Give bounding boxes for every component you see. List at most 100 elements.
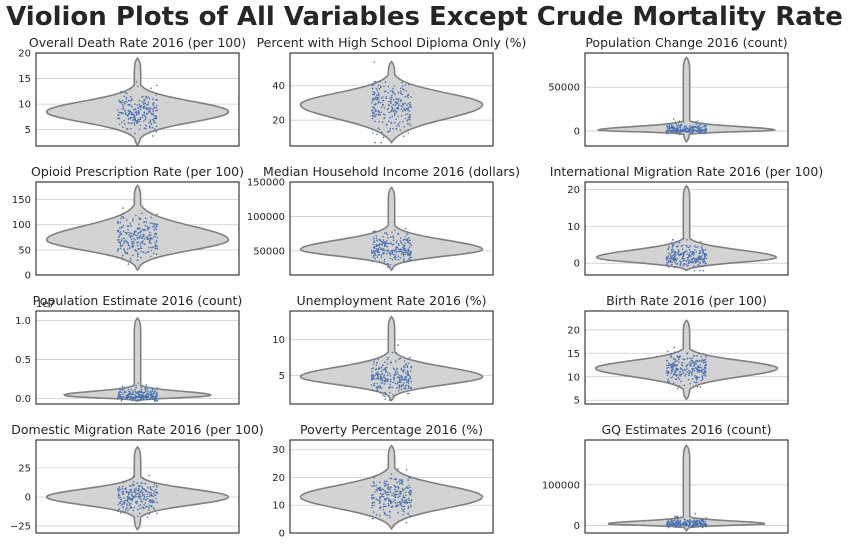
data-point [694,245,696,247]
data-point [132,509,135,512]
data-point [701,372,703,374]
y-tick-label: 0.5 [15,355,31,366]
data-point [395,373,398,376]
data-point [397,100,399,102]
data-point [383,113,386,116]
data-point [395,242,398,244]
data-point [126,394,129,397]
data-point [117,396,119,398]
data-point [668,126,671,129]
data-point [398,377,401,379]
data-point [156,236,158,239]
data-point [671,522,674,525]
data-point [701,359,704,362]
data-point [381,243,384,246]
data-point [676,524,679,527]
data-point [145,112,148,115]
axes-frame [289,310,494,405]
data-point [372,481,375,483]
data-point [134,234,137,236]
data-point [125,98,128,100]
data-point [121,102,123,104]
data-point [689,125,691,127]
data-point [138,398,141,401]
data-point [140,237,143,239]
data-point [692,361,694,364]
data-point [666,371,669,373]
data-point [405,502,407,504]
data-point [377,93,380,96]
violin-body [45,184,230,272]
data-point [392,127,394,130]
data-point [136,234,139,236]
data-point [388,489,390,491]
data-point [155,233,158,235]
data-point [153,106,155,109]
data-point [377,253,380,256]
data-point [410,489,412,492]
data-point [406,104,408,106]
data-point [139,495,142,498]
data-point [128,493,130,496]
data-point [678,131,681,133]
data-point [149,398,151,400]
data-point [694,375,696,377]
data-point [124,239,127,241]
data-point [149,231,151,234]
data-point [140,498,142,501]
data-point [703,264,706,267]
data-point [116,250,119,252]
data-point [698,371,700,374]
data-point [142,102,145,104]
data-point [689,519,691,522]
data-point [684,520,686,523]
data-point [673,126,676,129]
data-point [127,244,130,247]
data-point [410,366,412,369]
data-point [399,121,401,124]
data-point [384,395,386,398]
data-point [401,93,404,96]
data-point [146,497,149,500]
data-point [676,241,678,243]
data-point [705,124,707,127]
data-point [128,394,130,396]
data-point [140,388,143,391]
data-point [371,106,374,108]
data-point [697,257,699,259]
data-point [404,253,407,255]
data-point [375,377,378,380]
data-point [118,508,120,510]
data-point [701,254,703,257]
data-point [408,83,410,86]
data-point [693,249,696,251]
data-point [398,125,401,127]
data-point [146,251,149,253]
data-point [150,87,152,89]
data-point [152,114,154,116]
data-point [671,369,673,371]
data-point [136,489,138,492]
data-point [126,500,129,503]
data-point [379,375,382,377]
data-point [670,127,672,129]
data-point [693,354,695,357]
data-point [370,374,373,377]
data-point [403,126,406,128]
data-point [409,101,412,104]
data-point [130,232,132,235]
data-point [410,501,412,504]
data-point [378,254,381,256]
data-point [140,256,142,259]
data-point [389,491,392,493]
data-point [124,91,127,94]
data-point [691,374,693,376]
data-point [393,253,395,256]
data-point [120,391,122,394]
y-tick-label: 0 [574,127,580,138]
data-point [148,108,151,110]
data-point [670,356,672,359]
data-point [398,358,400,361]
data-point [407,378,410,381]
